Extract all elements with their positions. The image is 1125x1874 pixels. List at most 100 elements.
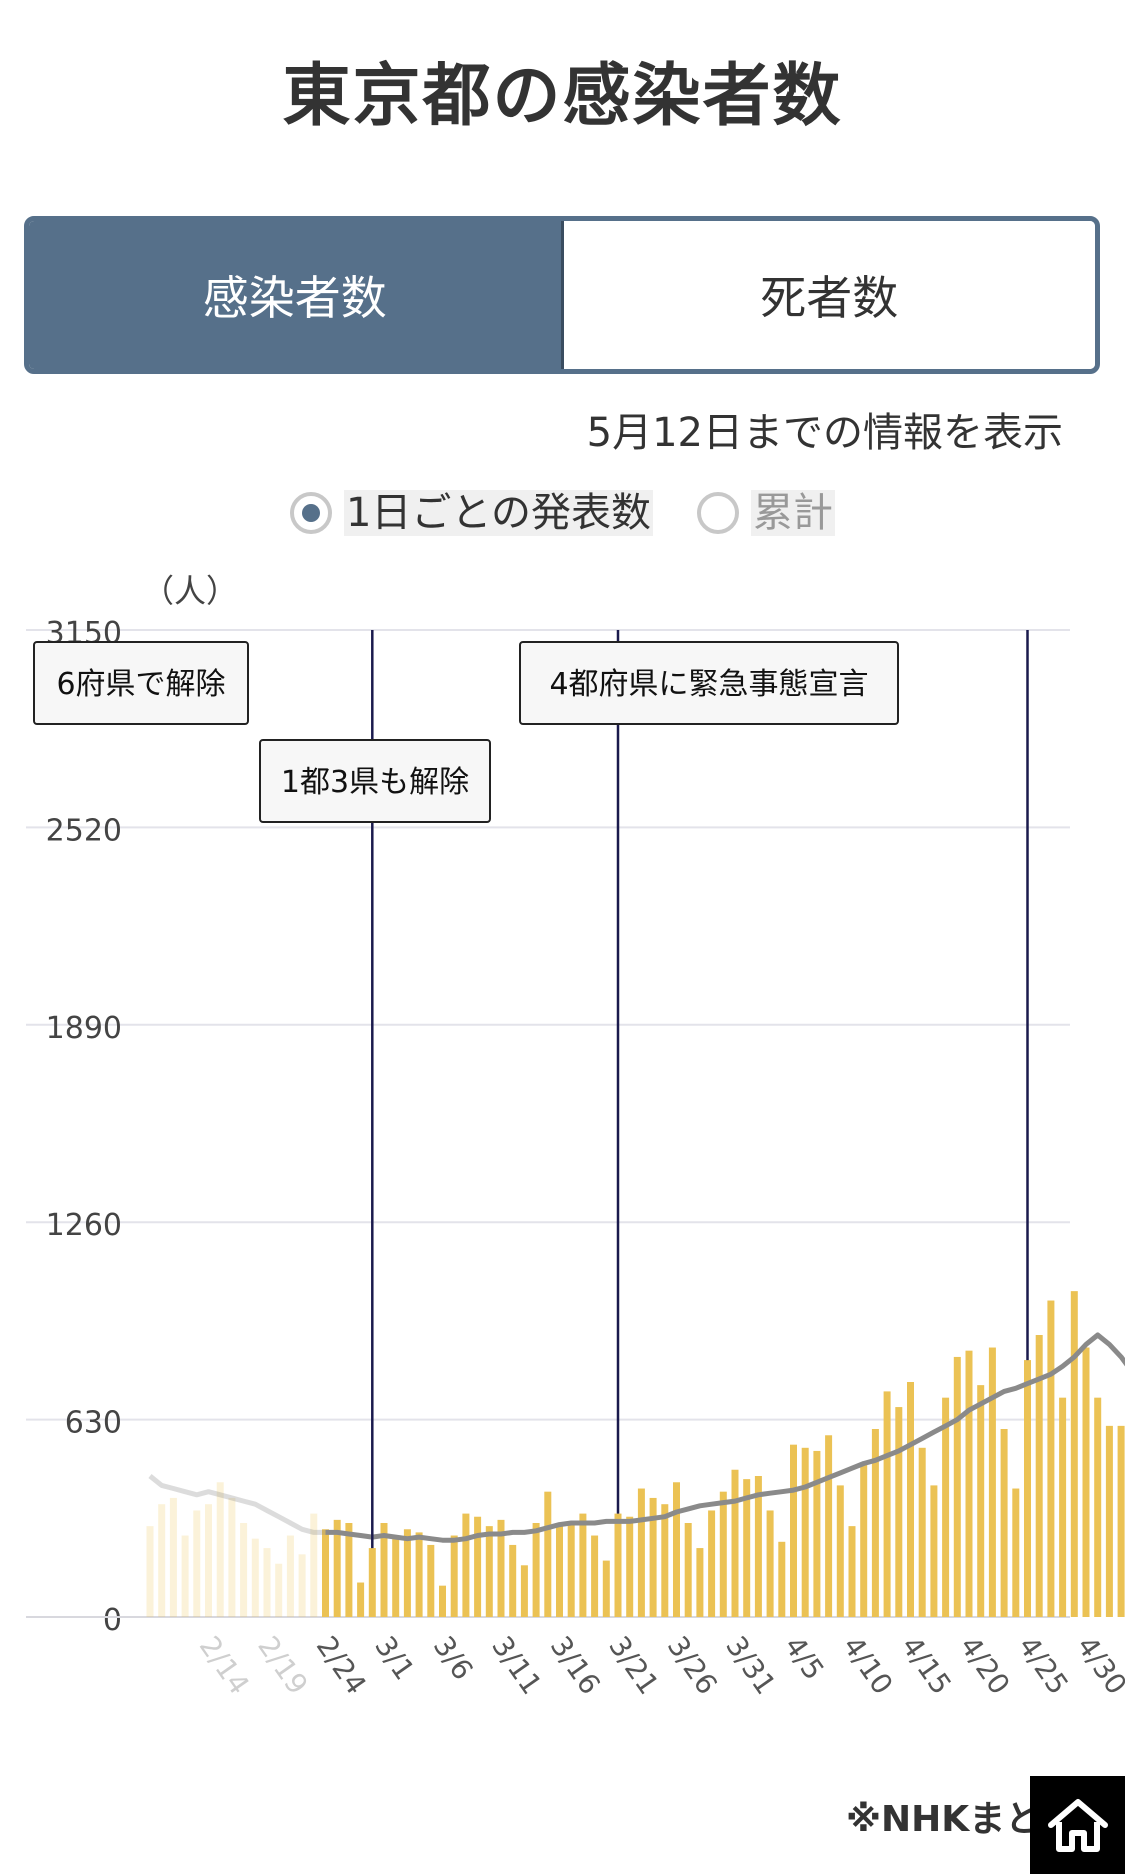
bar — [684, 1523, 692, 1617]
bar — [778, 1541, 786, 1617]
bar — [1035, 1335, 1043, 1617]
bar — [205, 1504, 212, 1617]
bar — [169, 1497, 177, 1617]
bar — [556, 1523, 563, 1617]
bar — [637, 1488, 645, 1617]
x-tick-label: 4/20 — [953, 1630, 1016, 1700]
radio-cumulative[interactable]: 累計 — [697, 490, 836, 536]
event-label: 6府県で解除 — [56, 667, 225, 702]
bar — [860, 1463, 868, 1617]
bar — [591, 1535, 599, 1617]
radio-daily[interactable]: 1日ごとの発表数 — [289, 490, 654, 536]
bar — [286, 1535, 294, 1617]
bar — [895, 1407, 903, 1617]
home-button[interactable] — [1030, 1776, 1125, 1874]
x-tick-label: 4/30 — [1070, 1630, 1125, 1700]
bar — [345, 1523, 353, 1617]
bar — [1012, 1488, 1020, 1617]
bar — [661, 1504, 669, 1617]
bar — [403, 1529, 411, 1617]
bar — [298, 1554, 306, 1617]
bar — [216, 1482, 224, 1617]
tab-infections[interactable]: 感染者数 — [29, 221, 561, 369]
bar — [181, 1535, 189, 1617]
bar — [1117, 1425, 1125, 1617]
event-label-box — [519, 641, 899, 725]
bar — [602, 1560, 610, 1617]
x-tick-label: 3/6 — [427, 1630, 480, 1686]
event-label-box — [259, 739, 491, 823]
bar — [520, 1565, 528, 1617]
bar — [228, 1497, 236, 1617]
event-label-box — [33, 641, 249, 725]
radio-cumulative-label: 累計 — [751, 490, 836, 536]
bar — [813, 1450, 821, 1617]
bar — [509, 1544, 517, 1617]
bar — [731, 1469, 739, 1617]
page-title: 東京都の感染者数 — [282, 57, 843, 136]
bar — [427, 1544, 435, 1617]
event-label: 1都3県も解除 — [281, 765, 469, 800]
x-tick-label: 3/11 — [485, 1630, 548, 1700]
bar — [942, 1397, 950, 1617]
bar — [836, 1485, 844, 1617]
bar — [848, 1526, 856, 1617]
info-date-text: 5月12日までの情報を表示 — [586, 410, 1063, 456]
bar — [462, 1513, 470, 1617]
source-note: ※NHKまと — [846, 1799, 1042, 1840]
tab-bar: 感染者数 死者数 — [24, 216, 1100, 374]
radio-group: 1日ごとの発表数 累計 — [0, 490, 1125, 536]
tab-deaths[interactable]: 死者数 — [560, 221, 1095, 369]
x-tick-label: 2/14 — [193, 1630, 256, 1700]
bar — [567, 1523, 575, 1617]
bar — [392, 1535, 400, 1617]
bar — [871, 1429, 879, 1617]
bar — [368, 1548, 376, 1617]
x-tick-label: 4/25 — [1012, 1630, 1075, 1700]
bar — [708, 1510, 716, 1617]
bar — [1000, 1429, 1008, 1617]
bar — [825, 1435, 833, 1617]
bar — [626, 1516, 634, 1617]
bar — [415, 1532, 423, 1617]
y-tick-label: 2520 — [46, 813, 122, 848]
x-tick-label: 3/1 — [368, 1630, 421, 1686]
bar — [579, 1513, 587, 1617]
bar — [158, 1504, 166, 1617]
bar — [766, 1510, 774, 1617]
x-tick-label: 3/31 — [719, 1630, 782, 1700]
infection-chart: 06301260189025203150（人）6府県で解除1都3県も解除4都府県… — [26, 572, 1125, 1701]
bar — [251, 1538, 259, 1617]
radio-cumulative-indicator[interactable] — [697, 492, 740, 534]
bar — [474, 1516, 482, 1617]
bar — [953, 1356, 961, 1617]
radio-daily-indicator[interactable] — [289, 492, 332, 534]
bar — [988, 1347, 996, 1617]
home-icon — [1047, 1799, 1108, 1852]
bar — [1024, 1360, 1031, 1617]
bar — [1059, 1397, 1067, 1617]
bar — [673, 1482, 680, 1617]
bar — [719, 1491, 727, 1617]
bar — [790, 1444, 797, 1617]
bar — [614, 1513, 622, 1617]
bar — [322, 1529, 329, 1617]
bar — [977, 1385, 985, 1617]
x-tick-label: 2/24 — [310, 1630, 373, 1700]
bar — [544, 1491, 552, 1617]
y-tick-label: 0 — [103, 1603, 122, 1638]
x-tick-label: 3/21 — [602, 1630, 665, 1700]
bar — [333, 1519, 341, 1617]
bar — [497, 1519, 505, 1617]
bar — [743, 1479, 751, 1617]
bar — [1070, 1291, 1078, 1617]
bar — [450, 1535, 458, 1617]
x-tick-label: 2/19 — [251, 1630, 314, 1700]
bar — [883, 1391, 891, 1617]
bar — [907, 1382, 914, 1617]
x-tick-label: 4/15 — [895, 1630, 958, 1700]
average-line-faded — [148, 1474, 326, 1535]
bar — [1047, 1300, 1055, 1617]
bar — [1094, 1397, 1102, 1617]
x-tick-label: 3/26 — [661, 1630, 724, 1700]
